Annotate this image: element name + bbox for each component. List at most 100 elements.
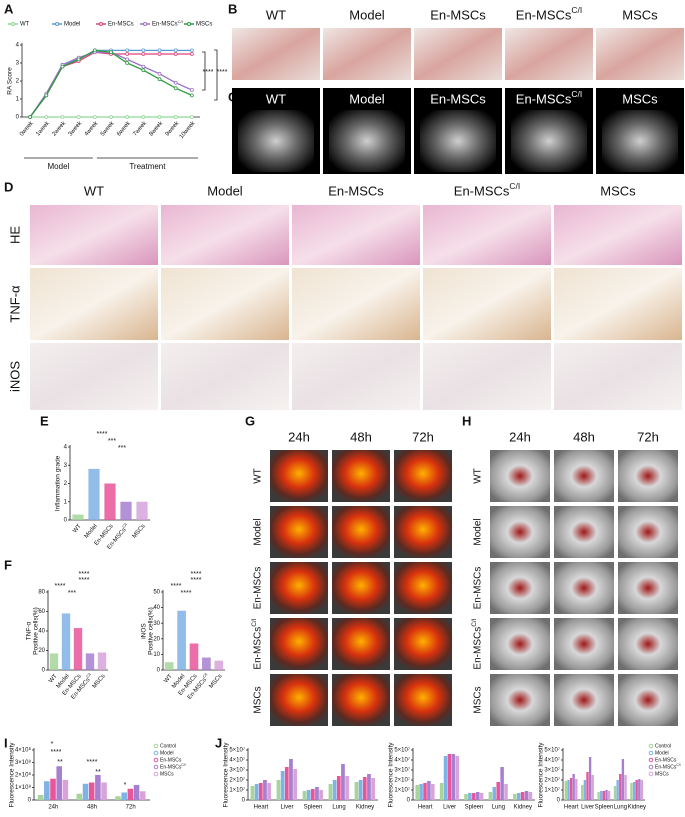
column-label: En-MSCs — [430, 7, 486, 22]
row-label: TNF-α — [7, 285, 22, 323]
significance: **** — [79, 571, 90, 578]
bar — [139, 791, 146, 800]
organ-image — [618, 562, 678, 614]
y-tick-label: 2 — [64, 481, 68, 487]
legend-label: En-MSCsC/I — [160, 763, 186, 770]
bar — [62, 780, 69, 800]
bar — [306, 790, 311, 800]
y-tick-label: 4 — [64, 445, 68, 451]
significance: *** — [68, 590, 76, 597]
x-tick-label: Model — [84, 523, 99, 539]
bar — [276, 780, 281, 800]
bar — [362, 777, 367, 800]
y-axis-label: Fluorescence Intensity — [388, 742, 395, 808]
legend-marker — [55, 22, 59, 26]
fluorescence-image — [270, 562, 328, 614]
histology-image — [161, 205, 289, 265]
legend-label: MSCs — [655, 771, 669, 777]
legend-marker — [187, 22, 191, 26]
y-tick-label: 0 — [64, 518, 68, 524]
data-point — [141, 68, 146, 73]
significance: **** — [191, 577, 202, 584]
data-point — [125, 52, 130, 56]
bar — [613, 786, 617, 800]
data-point — [190, 88, 194, 92]
panel-letter: E — [40, 413, 49, 428]
y-tick-label: 3×10⁷ — [394, 767, 410, 774]
x-tick-label: 0week — [19, 120, 35, 138]
y-tick-label: 1×10⁸ — [15, 784, 32, 791]
bar — [423, 783, 427, 800]
bar — [189, 643, 199, 670]
bar — [104, 483, 116, 520]
x-tick-label: MSCs — [208, 673, 223, 689]
bar — [475, 792, 480, 800]
legend-label: En-MSCsC/I — [655, 763, 681, 770]
legend-label: Control — [655, 743, 671, 749]
bar — [72, 514, 84, 520]
bar — [624, 775, 627, 800]
y-tick-label: 3×10⁸ — [15, 759, 32, 766]
bar — [619, 774, 622, 800]
organ-image — [490, 618, 550, 670]
data-point — [76, 115, 81, 119]
column-label: Model — [207, 183, 243, 198]
data-point — [141, 52, 146, 56]
significance: **** — [191, 571, 202, 578]
legend-label: MSCs — [196, 22, 212, 28]
legend-label: En-MSCsC/I — [152, 19, 183, 28]
y-tick-label: 30 — [153, 621, 160, 627]
histology-image — [554, 268, 682, 340]
x-tick-label: 72h — [126, 805, 136, 811]
x-tick-label: Liver — [581, 805, 594, 811]
bar — [500, 767, 504, 800]
data-point — [173, 80, 178, 85]
bar — [371, 778, 375, 800]
x-tick-label: Spleen — [595, 805, 614, 811]
organ-image — [618, 506, 678, 558]
bar — [289, 759, 293, 800]
bar — [464, 794, 468, 800]
bar — [479, 793, 484, 800]
legend-marker — [648, 771, 654, 777]
data-point — [157, 48, 162, 53]
series-line — [29, 49, 193, 118]
micro-ct-image — [420, 110, 496, 172]
bar — [621, 759, 625, 800]
x-tick-label: Kidney — [628, 805, 646, 811]
significance: **** — [203, 69, 214, 76]
bar — [250, 786, 255, 800]
organ-image — [490, 506, 550, 558]
organ-image — [554, 674, 614, 726]
bar — [115, 796, 121, 800]
x-tick-label: 5week — [100, 120, 116, 138]
data-point — [173, 52, 178, 56]
legend-label: WT — [20, 22, 30, 28]
bar — [443, 756, 448, 800]
column-label: En-MSCsC/I — [516, 5, 582, 22]
organ-image — [554, 562, 614, 614]
x-tick-label: Spleen — [304, 805, 323, 811]
column-label: WT — [84, 183, 104, 198]
legend-label: MSCs — [160, 771, 174, 777]
micro-ct-image — [602, 110, 678, 172]
y-tick-label: 50 — [153, 590, 160, 596]
bar — [367, 774, 371, 800]
data-point — [60, 64, 65, 69]
bar — [328, 784, 333, 800]
bar — [37, 795, 44, 800]
bar — [136, 501, 148, 520]
micro-ct-image — [238, 110, 314, 172]
row-label: En-MSCs — [253, 567, 264, 610]
bar — [635, 780, 638, 800]
x-tick-label: WT — [48, 673, 59, 684]
column-label: En-MSCs — [328, 183, 384, 198]
bar — [583, 780, 587, 800]
y-tick-label: 5×10⁷ — [229, 747, 245, 754]
legend-marker — [153, 750, 159, 756]
significance: ** — [57, 759, 63, 766]
significance: **** — [171, 583, 182, 590]
paw-photo — [323, 28, 411, 80]
bar — [419, 784, 423, 800]
bar — [88, 782, 95, 800]
